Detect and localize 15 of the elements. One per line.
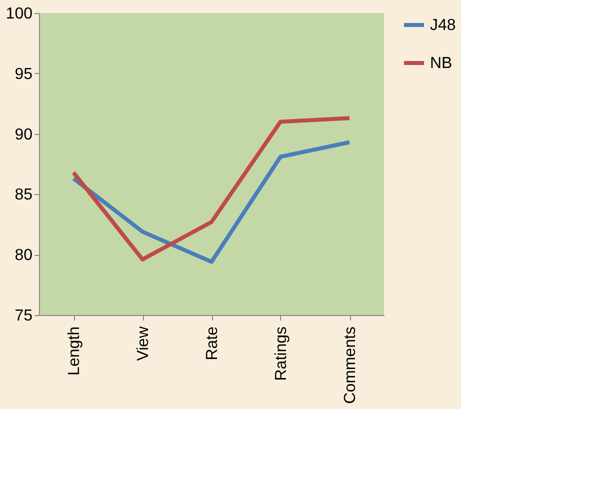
line-series: [72, 140, 352, 264]
x-tick-label: Rate: [204, 326, 221, 360]
y-tick-label: 75: [14, 308, 33, 324]
line-series: [72, 116, 352, 262]
x-tick-label: View: [135, 326, 152, 361]
y-tick-label: 100: [6, 6, 33, 22]
legend-label: J48: [430, 17, 456, 34]
x-tick-label: Length: [66, 326, 83, 376]
y-tick-label: 90: [14, 126, 33, 144]
x-tick-label: Ratings: [273, 326, 290, 381]
y-tick-label: 95: [14, 66, 33, 83]
x-tick-label: Comments: [342, 326, 359, 404]
y-tick-label: 85: [14, 186, 33, 204]
y-tick-label: 80: [14, 247, 33, 264]
legend-label: NB: [430, 55, 452, 72]
